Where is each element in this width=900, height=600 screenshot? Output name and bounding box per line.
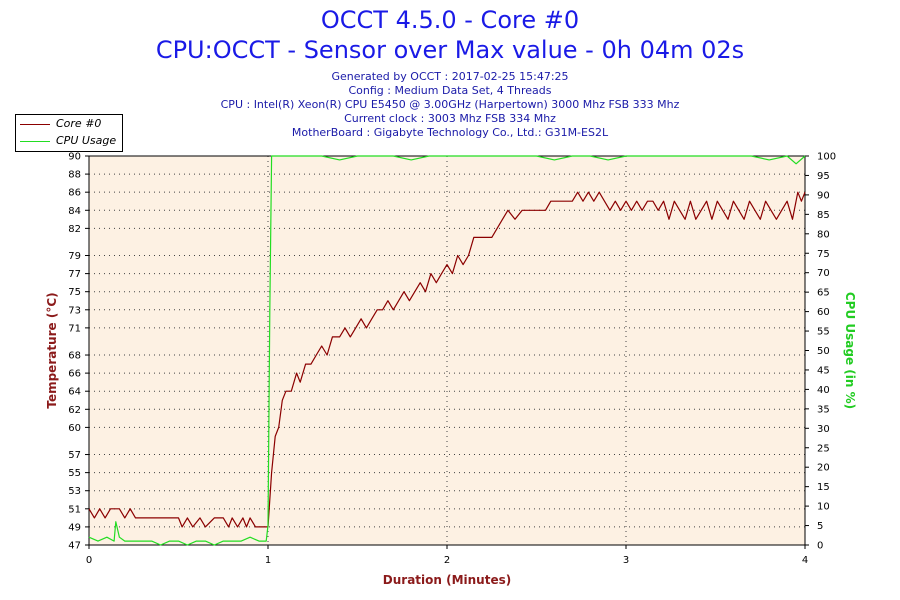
y-tick-label: 51 — [68, 504, 81, 515]
y-tick-label: 66 — [68, 369, 81, 380]
y-tick-label: 77 — [68, 269, 81, 280]
info-generated: Generated by OCCT : 2017-02-25 15:47:25 — [331, 70, 569, 83]
x-tick-label: 2 — [444, 555, 450, 566]
series-line-core — [88, 191, 806, 528]
y2-tick-label: 80 — [817, 229, 830, 240]
y-tick-label: 73 — [68, 305, 81, 316]
info-cpu: CPU : Intel(R) Xeon(R) CPU E5450 @ 3.00G… — [220, 98, 680, 111]
y2-tick-label: 35 — [817, 404, 830, 415]
y-tick-label: 75 — [68, 287, 81, 298]
plot-area — [89, 156, 805, 545]
y2-tick-label: 55 — [817, 327, 830, 338]
y2-tick-label: 90 — [817, 190, 830, 201]
y2-axis-label: CPU Usage (in %) — [843, 292, 857, 409]
y2-tick-label: 50 — [817, 346, 830, 357]
y2-tick-label: 40 — [817, 385, 830, 396]
legend-item-cpu-usage: CPU Usage — [20, 133, 120, 149]
legend: Core #0 CPU Usage — [15, 114, 123, 152]
y2-tick-label: 20 — [817, 463, 830, 474]
y-tick-label: 82 — [68, 224, 81, 235]
y2-tick-label: 65 — [817, 288, 830, 299]
legend-label-core: Core #0 — [56, 117, 102, 130]
x-axis-label: Duration (Minutes) — [383, 573, 511, 587]
y2-tick-label: 45 — [817, 365, 830, 376]
y2-tick-label: 95 — [817, 171, 830, 182]
chart-title: OCCT 4.5.0 - Core #0 — [320, 6, 580, 34]
y-tick-label: 47 — [68, 541, 81, 552]
x-tick-label: 0 — [86, 555, 92, 566]
y2-tick-label: 30 — [817, 424, 830, 435]
x-tick-label: 1 — [265, 555, 271, 566]
y-tick-label: 55 — [68, 468, 81, 479]
y-tick-label: 79 — [68, 251, 81, 262]
y-tick-label: 84 — [68, 206, 81, 217]
y-tick-label: 64 — [68, 387, 81, 398]
y-tick-label: 49 — [68, 522, 81, 533]
y-tick-label: 53 — [68, 486, 81, 497]
legend-label-cpu-usage: CPU Usage — [56, 134, 117, 147]
info-clock: Current clock : 3003 Mhz FSB 334 Mhz — [344, 112, 556, 125]
y2-tick-label: 100 — [817, 152, 836, 163]
y-tick-label: 68 — [68, 351, 81, 362]
legend-item-core: Core #0 — [20, 116, 120, 132]
y-tick-label: 60 — [68, 423, 81, 434]
y-tick-label: 62 — [68, 405, 81, 416]
y2-tick-label: 85 — [817, 210, 830, 221]
series-line-cpu-usage — [88, 155, 806, 546]
y2-tick-label: 60 — [817, 307, 830, 318]
legend-swatch-cpu-usage — [20, 141, 50, 142]
chart-subtitle: CPU:OCCT - Sensor over Max value - 0h 04… — [155, 36, 745, 64]
y2-tick-label: 10 — [817, 502, 830, 513]
y2-tick-label: 25 — [817, 443, 830, 454]
y2-tick-label: 70 — [817, 268, 830, 279]
y-axis-label: Temperature (°C) — [45, 292, 59, 408]
y2-tick-label: 75 — [817, 249, 830, 260]
y2-tick-label: 0 — [817, 541, 823, 552]
y-tick-label: 86 — [68, 188, 81, 199]
legend-swatch-core — [20, 124, 50, 125]
info-motherboard: MotherBoard : Gigabyte Technology Co., L… — [291, 126, 609, 139]
y2-tick-label: 15 — [817, 482, 830, 493]
y-tick-label: 90 — [68, 152, 81, 163]
y-tick-label: 88 — [68, 170, 81, 181]
y-tick-label: 57 — [68, 450, 81, 461]
x-tick-label: 4 — [802, 555, 808, 566]
info-config: Config : Medium Data Set, 4 Threads — [348, 84, 552, 97]
x-tick-label: 3 — [623, 555, 629, 566]
y-tick-label: 71 — [68, 323, 81, 334]
y2-tick-label: 5 — [817, 521, 823, 532]
